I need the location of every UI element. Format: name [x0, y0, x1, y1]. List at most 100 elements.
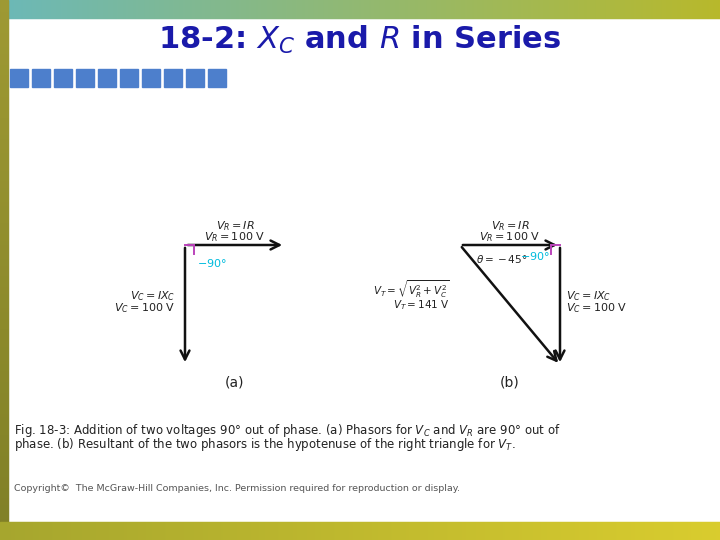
Bar [383, 522, 384, 540]
Bar [310, 0, 311, 18]
Bar [211, 522, 212, 540]
Bar [404, 0, 405, 18]
Bar [548, 522, 549, 540]
Bar [2, 522, 3, 540]
Bar [535, 0, 536, 18]
Bar [0, 135, 8, 136]
Bar [244, 0, 245, 18]
Bar [411, 522, 412, 540]
Bar [0, 441, 8, 442]
Bar [324, 522, 325, 540]
Bar [695, 0, 696, 18]
Bar [17, 0, 18, 18]
Bar [349, 0, 350, 18]
Bar [263, 522, 264, 540]
Bar [361, 522, 362, 540]
Bar [0, 336, 8, 337]
Bar [153, 522, 154, 540]
Bar [0, 321, 8, 322]
Bar [592, 522, 593, 540]
Bar [362, 0, 363, 18]
Text: Copyright©  The McGraw-Hill Companies, Inc. Permission required for reproduction: Copyright© The McGraw-Hill Companies, In… [14, 484, 460, 493]
Bar [479, 0, 480, 18]
Bar [0, 334, 8, 335]
Bar [0, 237, 8, 238]
Bar [0, 267, 8, 268]
Bar [292, 522, 293, 540]
Bar [0, 24, 8, 25]
Bar [489, 522, 490, 540]
Bar [711, 522, 712, 540]
Bar [292, 0, 293, 18]
Bar [605, 0, 606, 18]
Bar [506, 0, 507, 18]
Bar [443, 522, 444, 540]
Bar [305, 0, 306, 18]
Bar [290, 522, 291, 540]
Bar [261, 0, 262, 18]
Bar [337, 522, 338, 540]
Bar [542, 0, 543, 18]
Bar [89, 0, 90, 18]
Bar [150, 0, 151, 18]
Bar [0, 114, 8, 115]
Bar [250, 522, 251, 540]
Text: $V_C = IX_C$: $V_C = IX_C$ [130, 289, 175, 303]
Bar [0, 356, 8, 357]
Bar [216, 0, 217, 18]
Bar [0, 232, 8, 233]
Bar [635, 0, 636, 18]
Bar [98, 0, 99, 18]
Bar [152, 522, 153, 540]
Bar [623, 522, 624, 540]
Bar [431, 522, 432, 540]
Bar [0, 22, 8, 23]
Bar [568, 522, 569, 540]
Bar [633, 522, 634, 540]
Bar [71, 522, 72, 540]
Bar [0, 87, 8, 88]
Bar [129, 0, 130, 18]
Bar [433, 522, 434, 540]
Bar [361, 0, 362, 18]
Bar [254, 0, 255, 18]
Bar [0, 522, 1, 540]
Bar [196, 522, 197, 540]
Bar [646, 0, 647, 18]
Bar [0, 497, 8, 498]
Bar [425, 0, 426, 18]
Bar [304, 0, 305, 18]
Bar [283, 0, 284, 18]
Bar [540, 522, 541, 540]
Bar [614, 0, 615, 18]
Bar [0, 273, 8, 274]
Bar [298, 0, 299, 18]
Bar [33, 522, 34, 540]
Bar [663, 0, 664, 18]
Bar [0, 401, 8, 402]
Bar [651, 522, 652, 540]
Bar [384, 0, 385, 18]
Bar [694, 0, 695, 18]
Bar [543, 522, 544, 540]
Bar [525, 0, 526, 18]
Bar [396, 522, 397, 540]
Bar [51, 522, 52, 540]
Bar [0, 475, 8, 476]
Bar [0, 510, 8, 511]
Bar [389, 0, 390, 18]
Bar [529, 0, 530, 18]
Bar [0, 311, 8, 312]
Bar [547, 0, 548, 18]
Bar [152, 0, 153, 18]
Bar [0, 505, 8, 506]
Bar [55, 0, 56, 18]
Bar [0, 359, 8, 360]
Bar [312, 0, 313, 18]
Bar [98, 522, 99, 540]
Bar [0, 163, 8, 164]
Bar [627, 0, 628, 18]
Bar [0, 109, 8, 110]
Bar [553, 522, 554, 540]
Bar [631, 522, 632, 540]
